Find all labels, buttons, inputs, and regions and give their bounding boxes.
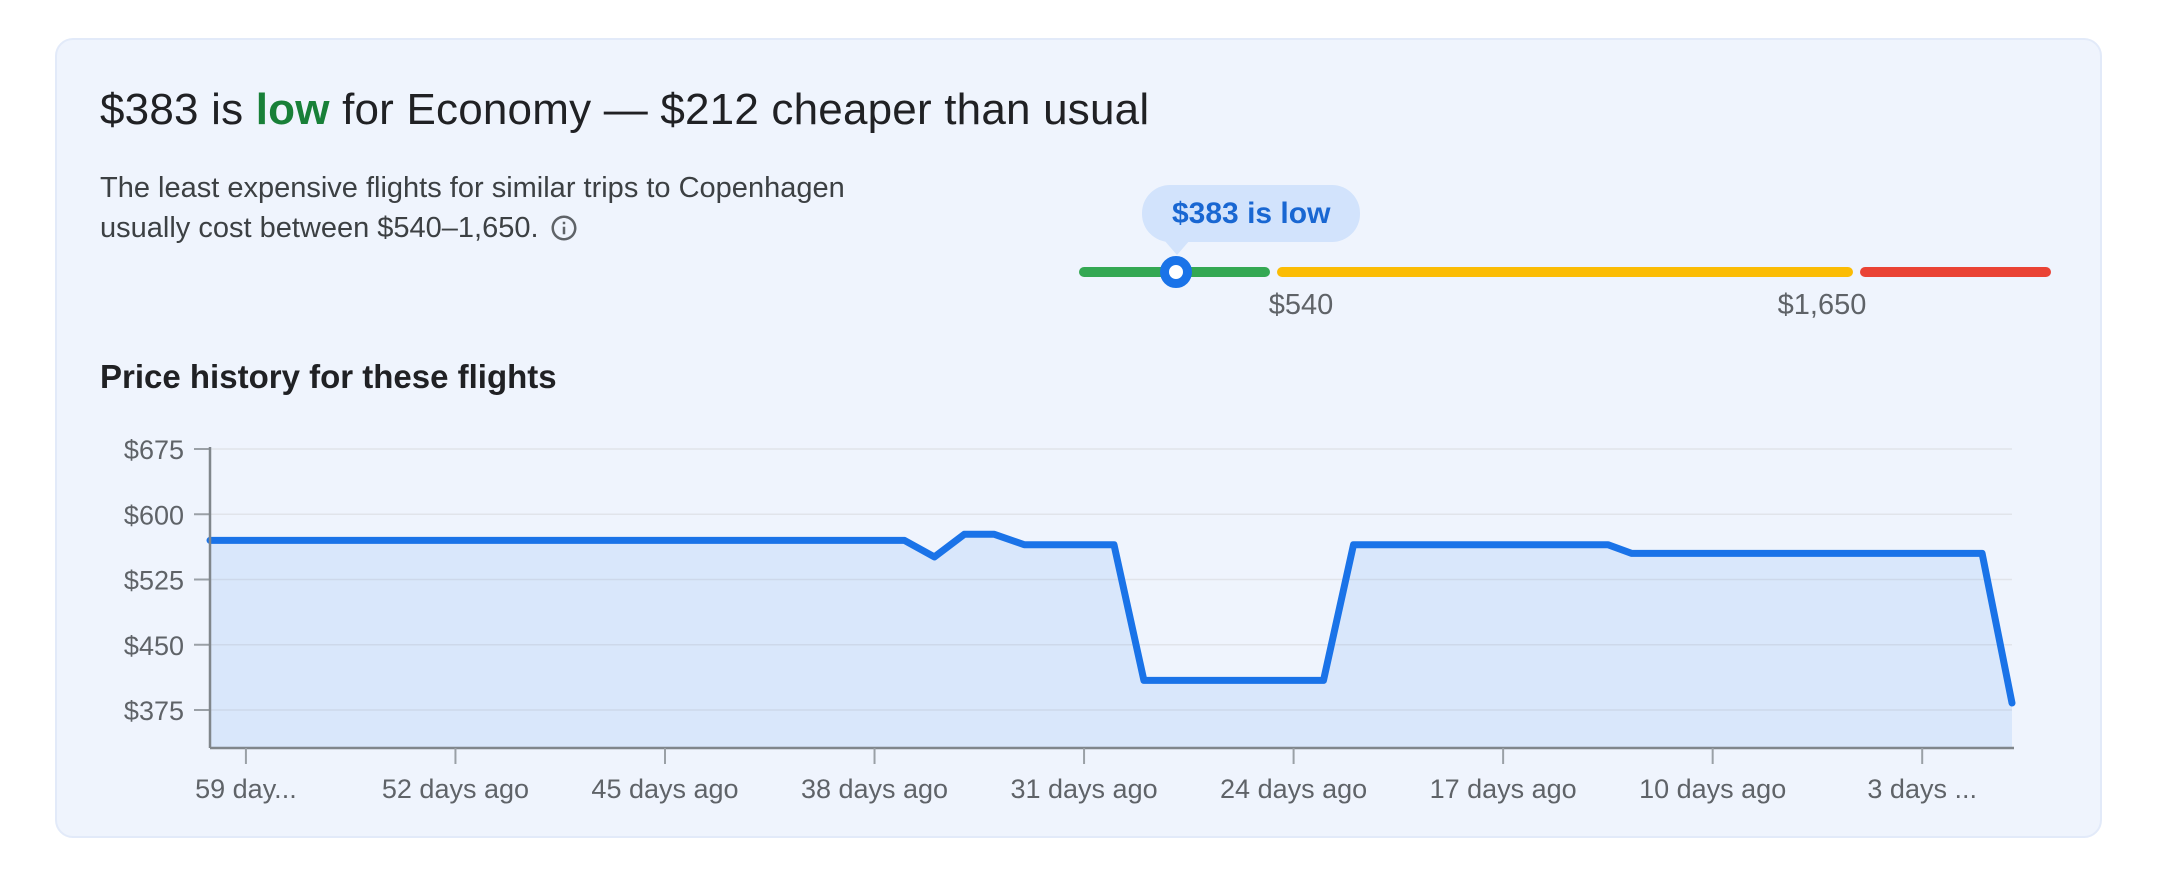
price-range-description: The least expensive flights for similar …	[100, 168, 845, 248]
price-headline: $383 is low for Economy — $212 cheaper t…	[100, 84, 1149, 136]
slider-segment-typical	[1277, 267, 1853, 277]
description-line2: usually cost between $540–1,650.	[100, 212, 539, 244]
slider-segment-high	[1860, 267, 2051, 277]
tooltip-label: $383 is low	[1172, 197, 1331, 230]
price-level-tooltip: $383 is low	[1142, 185, 1361, 255]
headline-suffix: for Economy — $212 cheaper than usual	[329, 85, 1150, 134]
headline-low-badge: low	[255, 85, 330, 134]
price-insights-card	[55, 38, 2102, 838]
tooltip-tail-icon	[1164, 240, 1190, 255]
slider-high-label: $1,650	[1777, 289, 1867, 321]
price-marker-icon	[1160, 256, 1192, 288]
headline-prefix: $383 is	[100, 85, 256, 134]
info-icon[interactable]	[549, 213, 579, 243]
slider-low-label: $540	[1268, 289, 1334, 321]
price-history-title: Price history for these flights	[100, 358, 557, 395]
description-line1: The least expensive flights for similar …	[100, 172, 845, 204]
